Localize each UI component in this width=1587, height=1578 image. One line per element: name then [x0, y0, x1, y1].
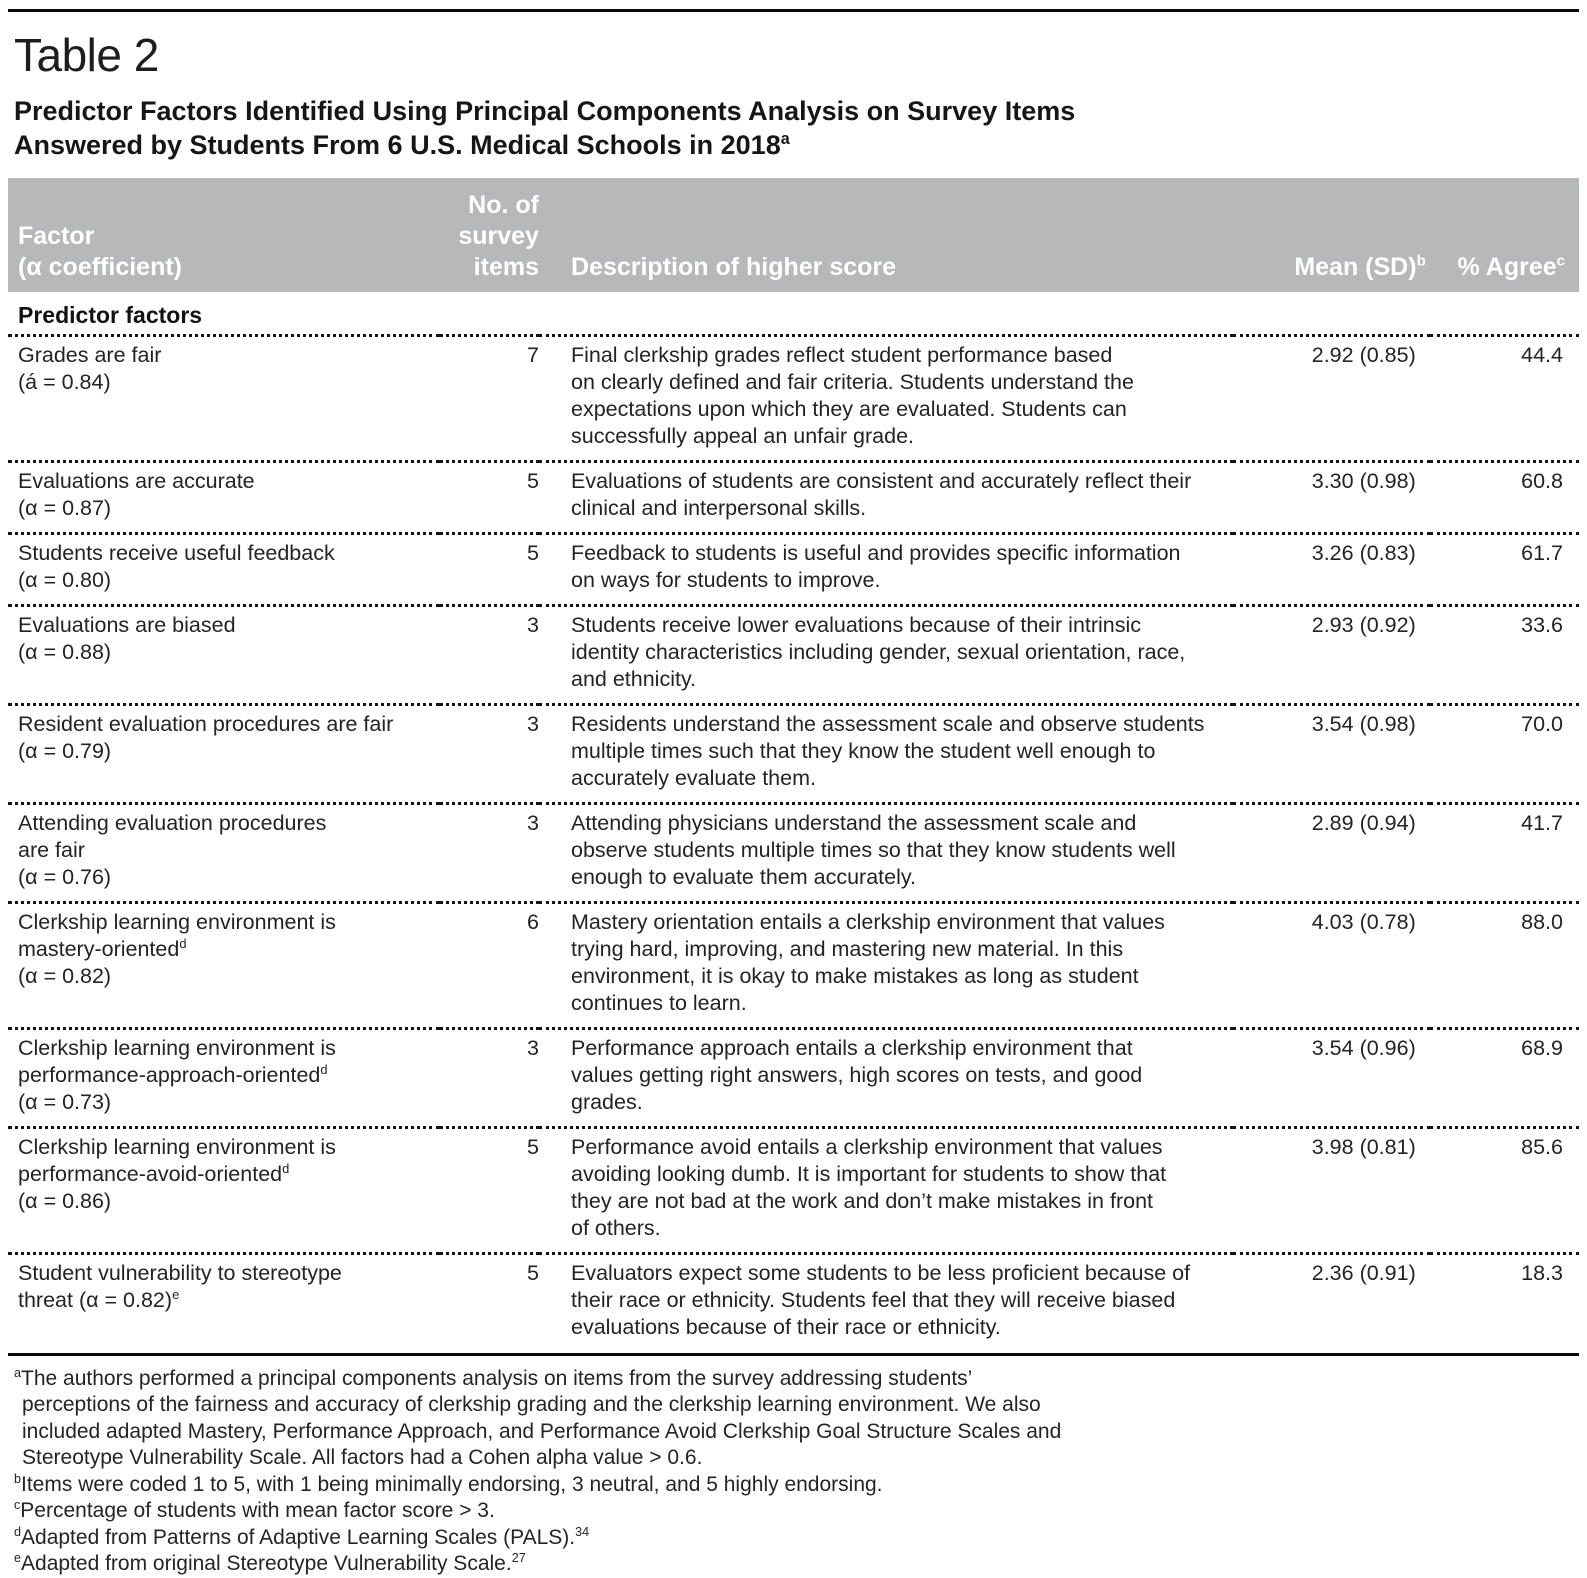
- description-cell: Final clerkship grades reflect student p…: [538, 335, 1234, 463]
- footnote-marker-c: c: [14, 1498, 21, 1513]
- footnote-marker-e: e: [14, 1551, 22, 1566]
- table-row: Clerkship learning environment is mastery…: [8, 902, 1579, 1030]
- table-header: Factor (α coefficient) No. of survey ite…: [8, 177, 1579, 292]
- mean-sd-cell: 3.26 (0.83): [1233, 533, 1430, 607]
- section-header-row: Predictor factors: [8, 291, 1579, 337]
- footnote-b: bItems were coded 1 to 5, with 1 being m…: [14, 1471, 883, 1496]
- no-of-survey-items-cell: 3: [440, 605, 539, 706]
- pct-agree-cell: 60.8: [1429, 461, 1579, 535]
- factor-cell: Grades are fair (á = 0.84): [8, 335, 441, 463]
- factor-cell: Evaluations are biased (α = 0.88): [8, 605, 441, 706]
- pct-agree-cell: 33.6: [1429, 605, 1579, 706]
- factor-cell: Evaluations are accurate (α = 0.87): [8, 461, 441, 535]
- footnote-marker-d-ref: d: [179, 935, 187, 951]
- predictor-factors-table: Factor (α coefficient) No. of survey ite…: [8, 177, 1579, 1351]
- footnote-marker-b: b: [14, 1471, 22, 1486]
- factor-cell: Clerkship learning environment is mastery…: [8, 902, 441, 1030]
- section-header-predictor-factors: Predictor factors: [8, 291, 1579, 337]
- footnote-marker-d: d: [14, 1524, 22, 1539]
- table-row: Resident evaluation procedures are fair(…: [8, 704, 1579, 805]
- mean-sd-cell: 2.93 (0.92): [1233, 605, 1430, 706]
- citation-ref-27: 27: [511, 1551, 526, 1566]
- table-row: Clerkship learning environment is perform…: [8, 1028, 1579, 1129]
- pct-agree-cell: 88.0: [1429, 902, 1579, 1030]
- table-subtitle-line1: Predictor Factors Identified Using Princ…: [14, 96, 1076, 126]
- no-of-survey-items-cell: 6: [440, 902, 539, 1030]
- mean-sd-cell: 2.92 (0.85): [1233, 335, 1430, 463]
- table-subtitle: Predictor Factors Identified Using Princ…: [14, 94, 1579, 163]
- description-cell: Evaluations of students are consistent a…: [538, 461, 1234, 535]
- pct-agree-cell: 68.9: [1429, 1028, 1579, 1129]
- table-row: Attending evaluation procedures are fair(…: [8, 803, 1579, 904]
- footnote-marker-d-ref: d: [282, 1160, 290, 1176]
- footnote-c: cPercentage of students with mean factor…: [14, 1498, 495, 1523]
- footnote-marker-a: a: [14, 1365, 22, 1380]
- table-body: Predictor factors Grades are fair (á = 0.…: [8, 291, 1579, 1351]
- pct-agree-cell: 70.0: [1429, 704, 1579, 805]
- no-of-survey-items-cell: 7: [440, 335, 539, 463]
- table-row: Clerkship learning environment is perform…: [8, 1127, 1579, 1255]
- bottom-rule: [8, 1352, 1579, 1356]
- footnote-marker-a-ref: a: [780, 130, 790, 149]
- table-subtitle-line2: Answered by Students From 6 U.S. Medical…: [14, 130, 790, 161]
- table-row: Students receive useful feedback (α = 0.8…: [8, 533, 1579, 607]
- column-header-factor: Factor (α coefficient): [8, 177, 441, 292]
- mean-sd-cell: 3.98 (0.81): [1233, 1127, 1430, 1255]
- column-header-mean-sd: Mean (SD)b: [1233, 177, 1430, 292]
- top-rule: [8, 9, 1579, 12]
- factor-cell: Student vulnerability to stereotype threa…: [18, 1260, 342, 1312]
- mean-sd-cell: 3.54 (0.96): [1233, 1028, 1430, 1129]
- description-cell: Mastery orientation entails a clerkship …: [538, 902, 1234, 1030]
- column-header-pct-agree: % Agreec: [1429, 177, 1579, 292]
- no-of-survey-items-cell: 3: [440, 704, 539, 805]
- pct-agree-cell: 61.7: [1429, 533, 1579, 607]
- pct-agree-cell: 85.6: [1429, 1127, 1579, 1255]
- citation-ref-34: 34: [575, 1524, 590, 1539]
- description-cell: Students receive lower evaluations becau…: [538, 605, 1234, 706]
- mean-sd-cell: 2.89 (0.94): [1233, 803, 1430, 904]
- table-number-label: Table 2: [14, 29, 159, 81]
- mean-sd-cell: 3.54 (0.98): [1233, 704, 1430, 805]
- pct-agree-cell: 41.7: [1429, 803, 1579, 904]
- column-header-no-of-survey-items: No. of survey items: [440, 177, 539, 292]
- footnotes: aThe authors performed a principal compo…: [14, 1366, 1579, 1578]
- pct-agree-cell: 18.3: [1521, 1260, 1563, 1285]
- mean-sd-cell: 3.30 (0.98): [1233, 461, 1430, 535]
- description-cell: Performance avoid entails a clerkship en…: [538, 1127, 1234, 1255]
- description-cell: Residents understand the assessment scal…: [538, 704, 1234, 805]
- no-of-survey-items-cell: 5: [440, 533, 539, 607]
- description-cell: Performance approach entails a clerkship…: [538, 1028, 1234, 1129]
- no-of-survey-items-cell: 3: [440, 1028, 539, 1129]
- paper-table-figure: Table 2 Predictor Factors Identified Usi…: [0, 9, 1587, 1578]
- pct-agree-cell: 44.4: [1429, 335, 1579, 463]
- footnote-marker-e-ref: e: [172, 1286, 180, 1302]
- footnote-a: aThe authors performed a principal compo…: [14, 1365, 1062, 1470]
- description-cell: Feedback to students is useful and provi…: [538, 533, 1234, 607]
- footnote-d: dAdapted from Patterns of Adaptive Learn…: [14, 1524, 590, 1549]
- mean-sd-cell: 4.03 (0.78): [1233, 902, 1430, 1030]
- footnote-e: eAdapted from original Stereotype Vulner…: [14, 1551, 526, 1576]
- mean-sd-cell: 2.36 (0.91): [1311, 1260, 1416, 1285]
- no-of-survey-items-cell: 5: [527, 1260, 539, 1285]
- no-of-survey-items-cell: 5: [440, 1127, 539, 1255]
- table-row: Student vulnerability to stereotype threa…: [8, 1253, 1579, 1351]
- footnote-marker-d-ref: d: [320, 1061, 328, 1077]
- factor-cell: Attending evaluation procedures are fair(…: [8, 803, 441, 904]
- column-header-description: Description of higher score: [538, 177, 1234, 292]
- factor-cell: Clerkship learning environment is perform…: [8, 1127, 441, 1255]
- factor-cell: Clerkship learning environment is perform…: [8, 1028, 441, 1129]
- table-row: Evaluations are accurate (α = 0.87) 5 Evalu…: [8, 461, 1579, 535]
- factor-cell: Students receive useful feedback (α = 0.8…: [8, 533, 441, 607]
- table-row: Evaluations are biased (α = 0.88) 3 Student…: [8, 605, 1579, 706]
- factor-cell: Resident evaluation procedures are fair(…: [8, 704, 441, 805]
- table-row: Grades are fair (á = 0.84) 7 Final clerkshi…: [8, 335, 1579, 463]
- description-cell: Evaluators expect some students to be le…: [570, 1260, 1191, 1339]
- no-of-survey-items-cell: 3: [440, 803, 539, 904]
- description-cell: Attending physicians understand the asse…: [538, 803, 1234, 904]
- no-of-survey-items-cell: 5: [440, 461, 539, 535]
